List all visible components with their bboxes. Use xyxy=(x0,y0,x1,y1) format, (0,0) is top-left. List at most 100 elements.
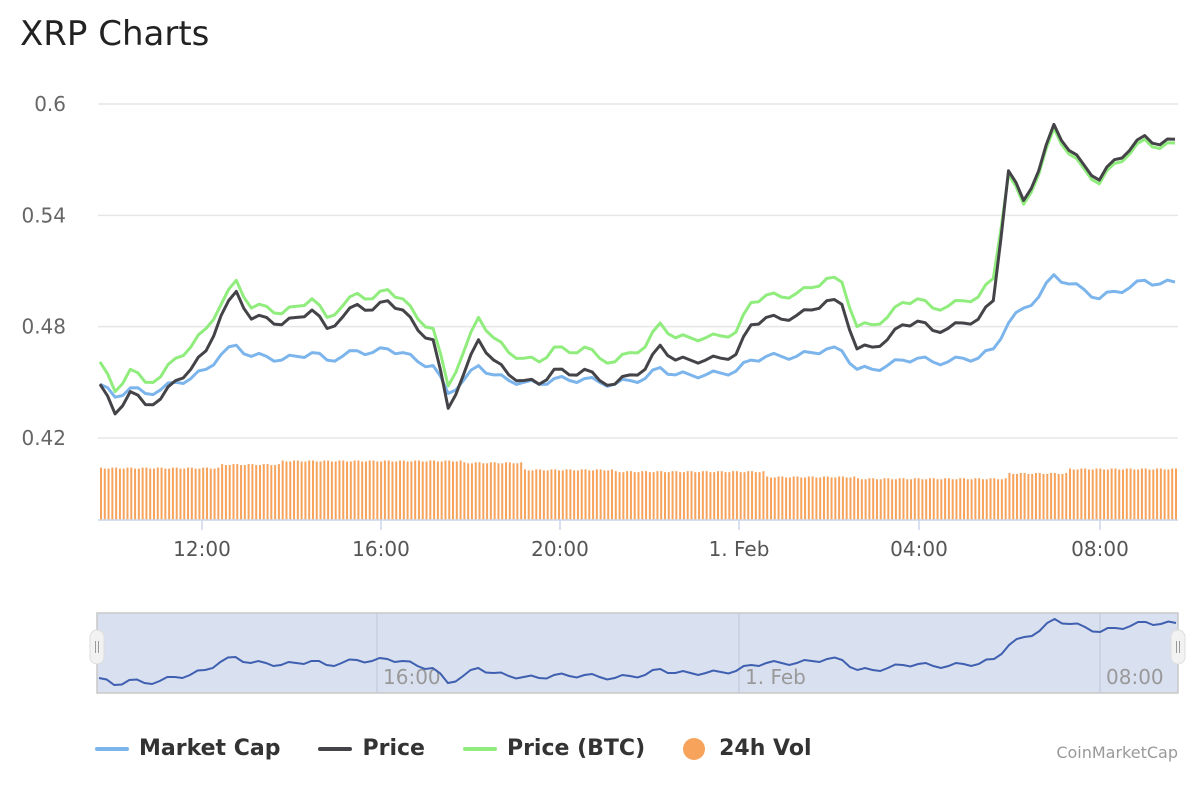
volume-bar xyxy=(251,464,254,520)
volume-bar xyxy=(474,462,477,520)
volume-bar xyxy=(913,478,916,520)
volume-bar xyxy=(959,478,962,520)
volume-bar xyxy=(1163,469,1166,520)
volume-bar xyxy=(569,469,572,520)
volume-bar xyxy=(989,478,992,520)
volume-bar xyxy=(1080,468,1083,520)
volume-bar xyxy=(709,472,712,520)
volume-bar xyxy=(122,468,125,520)
volume-bar xyxy=(1061,473,1064,520)
volume-bar xyxy=(584,469,587,520)
y-tick-label: 0.42 xyxy=(21,426,66,450)
handle-body[interactable] xyxy=(1170,629,1186,665)
volume-bar xyxy=(270,465,273,520)
navigator-series xyxy=(98,617,1177,687)
volume-bar xyxy=(580,469,583,520)
volume-bar xyxy=(769,477,772,520)
volume-bar xyxy=(822,476,825,520)
volume-bar xyxy=(1000,479,1003,520)
navigator-range[interactable] xyxy=(96,612,1179,694)
chart-title: XRP Charts xyxy=(20,14,210,54)
volume-bar xyxy=(391,461,394,520)
volume-bar xyxy=(444,460,447,520)
volume-bar xyxy=(917,478,920,520)
volume-bar xyxy=(156,467,159,520)
legend-label: Price (BTC) xyxy=(506,736,646,761)
volume-bar xyxy=(1106,469,1109,520)
legend-swatch xyxy=(318,746,353,751)
volume-bar xyxy=(455,461,458,520)
navigator-tick-label: 08:00 xyxy=(1106,665,1164,689)
volume-bar xyxy=(1087,469,1090,520)
volume-bar xyxy=(966,479,969,520)
volume-bar xyxy=(433,460,436,520)
volume-bar xyxy=(849,477,852,520)
volume-bar xyxy=(868,478,871,520)
volume-bar xyxy=(611,469,614,520)
navigator-tick-label: 1. Feb xyxy=(745,665,806,689)
volume-bar xyxy=(1065,472,1068,520)
volume-bar xyxy=(209,468,212,520)
navigator[interactable]: 16:00 1. Feb 08:00 xyxy=(89,612,1186,694)
volume-bar xyxy=(645,471,648,520)
volume-bar xyxy=(421,461,424,520)
volume-bar xyxy=(834,477,837,520)
x-tick-label: 1. Feb xyxy=(709,537,770,561)
volume-bar xyxy=(963,478,966,520)
volume-bar xyxy=(652,472,655,520)
volume-bar xyxy=(993,478,996,520)
volume-bar xyxy=(910,479,913,520)
volume-bar xyxy=(1137,469,1140,520)
volume-bar xyxy=(493,462,496,520)
navigator-handle-left[interactable] xyxy=(89,629,105,665)
volume-bar xyxy=(1103,469,1106,520)
volume-bar xyxy=(595,469,598,520)
volume-bar xyxy=(735,471,738,520)
legend-volume[interactable]: 24h Vol xyxy=(683,736,812,761)
volume-bar xyxy=(183,468,186,520)
volume-bar xyxy=(505,462,508,520)
volume-bar xyxy=(1072,469,1075,520)
credit-link[interactable]: CoinMarketCap xyxy=(1056,743,1178,762)
volume-bar xyxy=(1125,468,1128,520)
volume-bar xyxy=(947,478,950,520)
handle-body[interactable] xyxy=(89,629,105,665)
volume-bar xyxy=(1140,468,1143,520)
volume-bar xyxy=(1016,473,1019,520)
volume-bar xyxy=(883,478,886,520)
volume-bar xyxy=(1152,469,1155,520)
volume-bar xyxy=(111,467,114,520)
volume-bar xyxy=(289,461,292,520)
legend-price[interactable]: Price xyxy=(318,736,425,761)
volume-bar xyxy=(751,471,754,520)
volume-bar xyxy=(614,471,617,520)
volume-bar xyxy=(486,463,489,520)
volume-bar xyxy=(694,472,697,520)
volume-bar xyxy=(796,476,799,520)
volume-bar xyxy=(603,470,606,520)
volume-bar xyxy=(168,468,171,520)
volume-bar xyxy=(872,478,875,520)
volume-bar xyxy=(277,464,280,520)
volume-bar xyxy=(766,476,769,520)
volume-bar xyxy=(841,476,844,520)
legend-market-cap[interactable]: Market Cap xyxy=(95,736,280,761)
volume-bar xyxy=(800,477,803,520)
volume-bar xyxy=(716,471,719,520)
volume-bar xyxy=(319,461,322,520)
volume-bar xyxy=(599,469,602,520)
volume-bar xyxy=(448,460,451,520)
volume-bar xyxy=(921,479,924,520)
volume-bar xyxy=(754,472,757,520)
volume-bar xyxy=(103,468,106,520)
volume-bar xyxy=(554,469,557,520)
series-line-price-btc xyxy=(98,126,1176,394)
volume-bar xyxy=(573,470,576,520)
volume-bar xyxy=(482,463,485,520)
volume-bar xyxy=(1129,468,1132,520)
navigator-handle-right[interactable] xyxy=(1170,629,1186,665)
volume-bar xyxy=(857,478,860,520)
legend-price-btc[interactable]: Price (BTC) xyxy=(462,736,646,761)
volume-bar xyxy=(925,479,928,520)
volume-bar xyxy=(978,478,981,520)
